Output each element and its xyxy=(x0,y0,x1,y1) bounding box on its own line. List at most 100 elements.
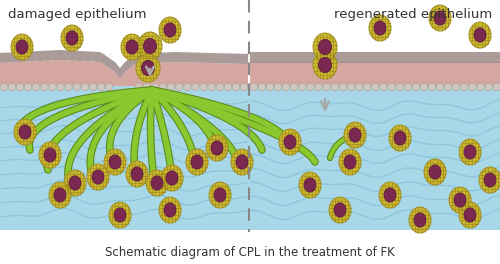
Ellipse shape xyxy=(109,155,121,169)
Circle shape xyxy=(436,83,444,91)
Circle shape xyxy=(208,83,216,91)
Circle shape xyxy=(48,83,56,91)
Ellipse shape xyxy=(206,135,228,161)
Circle shape xyxy=(176,83,183,91)
Ellipse shape xyxy=(64,170,86,196)
Bar xyxy=(0,85,500,230)
Circle shape xyxy=(73,83,80,91)
Ellipse shape xyxy=(142,60,154,76)
Circle shape xyxy=(452,83,460,91)
Bar xyxy=(250,52,500,63)
Ellipse shape xyxy=(236,155,248,169)
Ellipse shape xyxy=(11,34,33,60)
Circle shape xyxy=(216,83,224,91)
Text: damaged epithelium: damaged epithelium xyxy=(8,8,146,21)
Circle shape xyxy=(404,83,411,91)
Ellipse shape xyxy=(121,34,143,60)
Circle shape xyxy=(224,83,232,91)
Ellipse shape xyxy=(449,187,471,213)
Circle shape xyxy=(151,83,159,91)
Circle shape xyxy=(347,83,355,91)
Ellipse shape xyxy=(69,176,81,190)
Ellipse shape xyxy=(39,142,61,168)
Circle shape xyxy=(32,83,40,91)
Ellipse shape xyxy=(474,28,486,42)
Ellipse shape xyxy=(454,193,466,207)
Ellipse shape xyxy=(304,178,316,192)
Circle shape xyxy=(315,83,322,91)
Ellipse shape xyxy=(61,25,83,51)
Circle shape xyxy=(444,83,452,91)
Circle shape xyxy=(477,83,484,91)
Circle shape xyxy=(160,83,167,91)
Circle shape xyxy=(339,83,346,91)
Ellipse shape xyxy=(379,182,401,208)
Ellipse shape xyxy=(87,164,109,190)
Ellipse shape xyxy=(429,5,451,31)
Circle shape xyxy=(40,83,48,91)
Ellipse shape xyxy=(349,128,361,142)
Circle shape xyxy=(420,83,428,91)
Ellipse shape xyxy=(344,155,356,169)
Ellipse shape xyxy=(464,208,476,222)
Ellipse shape xyxy=(434,11,446,25)
Ellipse shape xyxy=(484,173,496,187)
Circle shape xyxy=(192,83,200,91)
Ellipse shape xyxy=(384,188,396,202)
Ellipse shape xyxy=(313,33,337,61)
Circle shape xyxy=(266,83,274,91)
Ellipse shape xyxy=(159,197,181,223)
Circle shape xyxy=(372,83,379,91)
Circle shape xyxy=(412,83,420,91)
Ellipse shape xyxy=(114,208,126,222)
Circle shape xyxy=(8,83,16,91)
Ellipse shape xyxy=(146,170,168,196)
Circle shape xyxy=(290,83,298,91)
Ellipse shape xyxy=(209,182,231,208)
Ellipse shape xyxy=(424,159,446,185)
Ellipse shape xyxy=(138,32,162,60)
Bar xyxy=(250,62,500,86)
Ellipse shape xyxy=(104,149,126,175)
Ellipse shape xyxy=(109,202,131,228)
Circle shape xyxy=(97,83,105,91)
Ellipse shape xyxy=(299,172,321,198)
Circle shape xyxy=(65,83,72,91)
Ellipse shape xyxy=(369,15,391,41)
Circle shape xyxy=(323,83,330,91)
Circle shape xyxy=(0,83,8,91)
Ellipse shape xyxy=(191,155,203,169)
Ellipse shape xyxy=(464,145,476,159)
Circle shape xyxy=(282,83,290,91)
Polygon shape xyxy=(0,50,248,78)
Ellipse shape xyxy=(279,129,301,155)
Ellipse shape xyxy=(159,17,181,43)
Ellipse shape xyxy=(166,171,178,185)
Ellipse shape xyxy=(469,22,491,48)
Polygon shape xyxy=(0,60,248,86)
Ellipse shape xyxy=(211,141,223,155)
Ellipse shape xyxy=(479,167,500,193)
Ellipse shape xyxy=(126,40,138,54)
Circle shape xyxy=(135,83,142,91)
Ellipse shape xyxy=(339,149,361,175)
Circle shape xyxy=(388,83,396,91)
Ellipse shape xyxy=(44,148,56,162)
Circle shape xyxy=(16,83,24,91)
Circle shape xyxy=(168,83,175,91)
Ellipse shape xyxy=(318,39,332,55)
Circle shape xyxy=(306,83,314,91)
Ellipse shape xyxy=(313,51,337,79)
Circle shape xyxy=(460,83,468,91)
Ellipse shape xyxy=(394,131,406,145)
Circle shape xyxy=(468,83,476,91)
Circle shape xyxy=(396,83,404,91)
Ellipse shape xyxy=(186,149,208,175)
Ellipse shape xyxy=(126,161,148,187)
Ellipse shape xyxy=(318,57,332,73)
Ellipse shape xyxy=(19,125,31,139)
Ellipse shape xyxy=(161,165,183,191)
Ellipse shape xyxy=(66,31,78,45)
Circle shape xyxy=(56,83,64,91)
Ellipse shape xyxy=(16,40,28,54)
